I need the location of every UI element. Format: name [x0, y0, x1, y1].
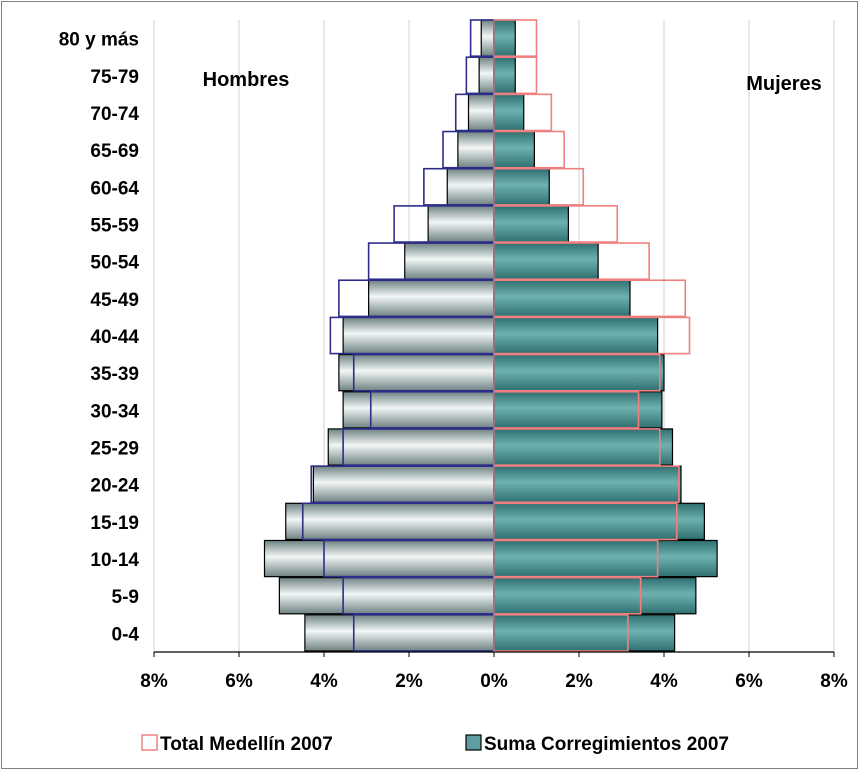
bar-men-70-74: [467, 93, 495, 132]
bar-women-75-79: [493, 56, 516, 94]
bar-men-55-59: [427, 205, 495, 243]
bar-women-70-74: [493, 93, 525, 132]
legend-swatch-total-medellin: [141, 734, 158, 751]
bar-women-5-9: [493, 577, 697, 615]
bar-women-35-39: [493, 353, 665, 392]
bar-men-50-54: [404, 242, 495, 280]
category-label: 10-14: [90, 550, 139, 571]
category-label: 55-59: [90, 215, 139, 236]
corregimientos-bars: [263, 19, 718, 652]
bar-men-75-79: [478, 56, 495, 94]
category-label: 20-24: [90, 476, 139, 497]
bar-women-45-49: [493, 279, 631, 318]
category-label: 25-29: [90, 439, 139, 460]
annotation-mujeres: Mujeres: [746, 73, 822, 95]
category-label: 70-74: [90, 104, 139, 125]
bar-men-25-29: [327, 428, 495, 466]
bar-men-35-39: [338, 353, 495, 392]
bar-women-80-y-más: [493, 19, 516, 57]
x-axis-labels: 8% 6% 4% 2% 0% 2% 4% 6% 8%: [140, 671, 848, 692]
bar-men-5-9: [278, 577, 495, 615]
category-label: 35-39: [90, 364, 139, 385]
legend-label-total-medellin: Total Medellín 2007: [160, 734, 333, 755]
category-label: 65-69: [90, 141, 139, 162]
x-tick-label: 8%: [140, 671, 168, 692]
category-label: 75-79: [90, 67, 139, 88]
bar-men-45-49: [368, 279, 495, 318]
x-tick-label: 4%: [650, 671, 678, 692]
category-label: 60-64: [90, 178, 139, 199]
annotation-hombres: Hombres: [203, 69, 290, 91]
bar-men-80-y-más: [480, 19, 495, 57]
bar-men-40-44: [342, 316, 495, 355]
bar-men-60-64: [446, 168, 495, 206]
bar-men-65-69: [457, 130, 495, 169]
bar-women-20-24: [493, 465, 682, 503]
y-axis-labels: 0-4 5-9 10-14 15-19 20-24 25-29 30-34 35-39 40-4…: [59, 30, 140, 646]
bar-women-60-64: [493, 168, 550, 206]
x-tick-label: 8%: [820, 671, 848, 692]
x-tick-label: 4%: [310, 671, 338, 692]
bar-men-10-14: [263, 539, 495, 578]
bar-women-40-44: [493, 316, 659, 355]
x-tick-label: 2%: [395, 671, 423, 692]
bar-women-30-34: [493, 391, 663, 429]
x-tick-label: 6%: [735, 671, 763, 692]
x-tick-label: 0%: [480, 671, 508, 692]
bar-women-65-69: [493, 130, 535, 169]
bar-men-20-24: [312, 465, 495, 503]
bar-men-0-4: [304, 614, 495, 652]
category-label: 15-19: [90, 513, 139, 534]
legend-label-suma-corregimientos: Suma Corregimientos 2007: [484, 734, 729, 755]
bar-women-0-4: [493, 614, 676, 652]
bar-men-30-34: [342, 391, 495, 429]
bar-women-55-59: [493, 205, 569, 243]
category-label: 80 y más: [59, 30, 139, 51]
category-label: 50-54: [90, 253, 139, 274]
category-label: 30-34: [90, 401, 139, 422]
category-label: 5-9: [112, 587, 139, 608]
bar-women-25-29: [493, 428, 674, 466]
category-label: 0-4: [112, 624, 140, 645]
category-label: 45-49: [90, 290, 139, 311]
x-tick-label: 2%: [565, 671, 593, 692]
x-tick-label: 6%: [225, 671, 253, 692]
axes: [153, 20, 835, 657]
bar-women-50-54: [493, 242, 599, 280]
bar-men-15-19: [285, 502, 495, 541]
legend-swatch-suma-corregimientos: [465, 734, 482, 751]
legend: Total Medellín 2007 Suma Corregimientos …: [141, 734, 729, 755]
bar-women-15-19: [493, 502, 705, 541]
bar-women-10-14: [493, 539, 718, 578]
category-label: 40-44: [90, 327, 139, 348]
